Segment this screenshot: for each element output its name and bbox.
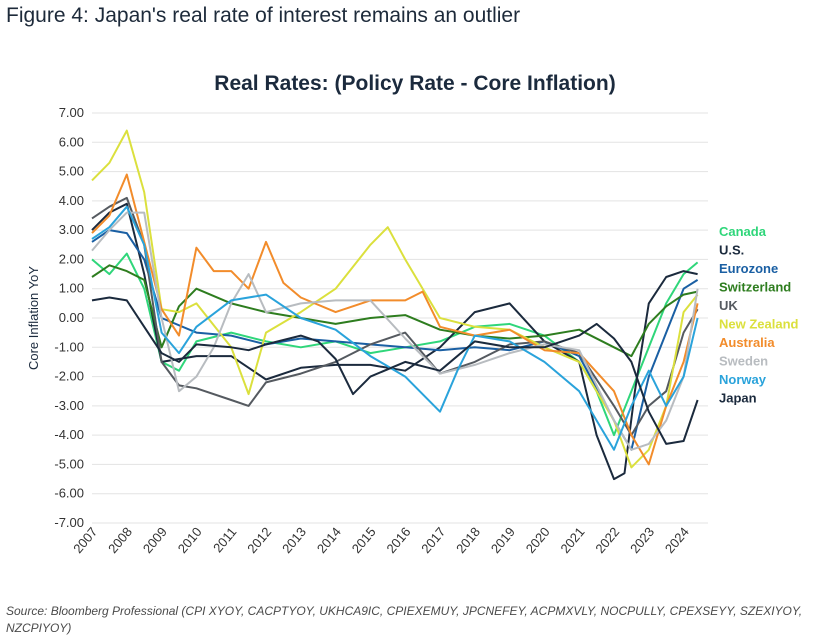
y-tick-label: 6.00 (59, 134, 84, 149)
x-axis-ticks: 2007 2008 2009 2010 2011 2012 2013 2014 2015 2016… (70, 524, 692, 556)
y-tick-label: -3.00 (54, 398, 84, 413)
x-tick-label: 2017 (418, 524, 448, 556)
x-tick-label: 2008 (105, 524, 135, 556)
y-tick-label: -6.00 (54, 486, 84, 501)
x-tick-label: 2016 (383, 524, 413, 556)
x-tick-label: 2009 (140, 524, 170, 556)
x-tick-label: 2022 (592, 524, 622, 556)
legend-item-norway: Norway (719, 372, 767, 387)
y-tick-label: -7.00 (54, 515, 84, 530)
legend-item-canada: Canada (719, 224, 767, 239)
y-tick-label: 7.00 (59, 105, 84, 120)
legend-item-switzerland: Switzerland (719, 280, 791, 295)
x-tick-label: 2013 (279, 524, 309, 556)
y-axis-label: Core Inflation YoY (26, 266, 41, 370)
y-tick-label: -2.00 (54, 369, 84, 384)
legend-item-japan: Japan (719, 391, 757, 406)
y-axis-ticks: 7.00 6.00 5.00 4.00 3.00 2.00 1.00 0.00 -1.00 -2.… (54, 105, 84, 530)
series-line-new-zealand (91, 129, 699, 469)
series-line-australia (91, 173, 699, 466)
x-tick-label: 2011 (210, 524, 239, 555)
x-tick-label: 2012 (244, 524, 274, 556)
legend-item-australia: Australia (719, 335, 775, 350)
chart-canvas: 7.00 6.00 5.00 4.00 3.00 2.00 1.00 0.00 -1.00 -2.… (26, 105, 799, 556)
x-tick-label: 2014 (314, 524, 344, 556)
y-tick-label: 3.00 (59, 222, 84, 237)
y-tick-label: 2.00 (59, 251, 84, 266)
y-tick-label: -4.00 (54, 427, 84, 442)
x-tick-label: 2018 (453, 524, 483, 556)
series-line-norway (91, 205, 699, 451)
y-tick-label: -5.00 (54, 456, 84, 471)
legend-item-uk: UK (719, 298, 738, 313)
legend-item-u-s-: U.S. (719, 243, 744, 258)
x-tick-label: 2019 (488, 524, 518, 556)
y-tick-label: 0.00 (59, 310, 84, 325)
y-tick-label: 1.00 (59, 281, 84, 296)
x-tick-label: 2023 (627, 524, 657, 556)
legend-item-sweden: Sweden (719, 354, 768, 369)
x-tick-label: 2020 (523, 524, 553, 556)
series-line-sweden (91, 211, 699, 451)
grid-lines (92, 112, 708, 524)
legend-item-eurozone: Eurozone (719, 261, 778, 276)
x-tick-label: 2021 (557, 524, 587, 556)
y-tick-label: 5.00 (59, 164, 84, 179)
series-line-japan (91, 296, 699, 445)
x-tick-label: 2024 (662, 524, 692, 556)
x-tick-label: 2010 (175, 524, 205, 556)
y-tick-label: 4.00 (59, 193, 84, 208)
legend-item-new-zealand: New Zealand (719, 317, 799, 332)
figure-title: Figure 4: Japan's real rate of interest … (6, 4, 521, 27)
series-lines (91, 129, 699, 481)
legend: Canada U.S. Eurozone Switzerland UK New Zeala… (719, 224, 799, 406)
chart-title: Real Rates: (Policy Rate - Core Inflatio… (214, 72, 616, 95)
y-tick-label: -1.00 (54, 339, 84, 354)
x-tick-label: 2015 (349, 524, 379, 556)
source-note: Source: Bloomberg Professional (CPI XYOY… (6, 604, 803, 635)
